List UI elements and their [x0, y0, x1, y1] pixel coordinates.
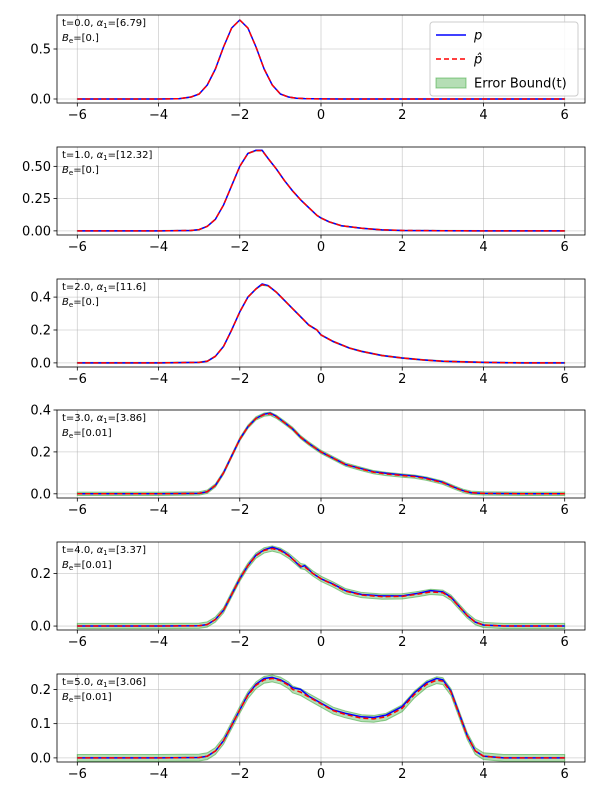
x-tick-label: 6 [561, 372, 569, 387]
x-tick-label: −6 [68, 767, 87, 782]
legend-entry-label: p̂ [473, 53, 482, 68]
legend-swatch-band [435, 77, 467, 89]
x-tick-label: 4 [479, 372, 487, 387]
x-tick-label: 6 [561, 503, 569, 518]
y-tick-label: 0.0 [30, 487, 51, 502]
x-tick-label: 0 [317, 503, 325, 518]
annotation-be: Be=[0.01] [62, 560, 112, 572]
annotation-be: Be=[0.] [62, 33, 99, 45]
x-tick-label: −6 [68, 635, 87, 650]
y-tick-label: 0.0 [30, 620, 51, 635]
x-tick-label: 2 [398, 108, 406, 123]
x-tick-label: −2 [230, 240, 249, 255]
x-tick-label: 6 [561, 108, 569, 123]
y-tick-label: 0.1 [30, 717, 51, 732]
series-phat-line [77, 19, 565, 100]
series-phat-line [77, 677, 565, 759]
legend: p p̂ Error Bound(t) [429, 21, 579, 97]
x-tick-label: 0 [317, 635, 325, 650]
y-tick-label: 0.50 [22, 160, 51, 175]
error-bound-band [76, 545, 566, 630]
subplot-6: −6 −4 −2 0 2 4 6 0.0 0.1 0.2 t=5.0, α1=[3.06] Be=[0… [30, 673, 586, 782]
annotation-be: Be=[0.] [62, 297, 99, 309]
x-tick-label: 2 [398, 635, 406, 650]
y-tick-label: 0.2 [30, 683, 51, 698]
x-tick-label: −4 [149, 503, 168, 518]
y-tick-label: 0.2 [30, 567, 51, 582]
y-tick-label: 0.4 [30, 291, 51, 306]
legend-entry-label: Error Bound(t) [474, 77, 567, 92]
annotation-time-alpha: t=1.0, α1=[12.32] [62, 150, 153, 162]
x-tick-label: −4 [149, 108, 168, 123]
annotation-be: Be=[0.01] [62, 428, 112, 440]
annotation-time-alpha: t=2.0, α1=[11.6] [62, 282, 146, 294]
x-tick-label: 2 [398, 240, 406, 255]
subplot-5: −6 −4 −2 0 2 4 6 0.0 0.2 t=4.0, α1=[3.37] Be=[0.01… [30, 541, 586, 650]
x-tick-label: −6 [68, 240, 87, 255]
x-tick-label: 4 [479, 767, 487, 782]
series-phat-line [77, 413, 565, 495]
x-tick-label: 6 [561, 635, 569, 650]
error-bound-band [76, 674, 566, 762]
y-tick-label: 0.00 [22, 224, 51, 239]
legend-box [429, 21, 579, 97]
x-tick-label: −2 [230, 372, 249, 387]
x-tick-label: −2 [230, 767, 249, 782]
annotation-time-alpha: t=5.0, α1=[3.06] [62, 677, 146, 689]
x-tick-label: −2 [230, 635, 249, 650]
x-tick-label: 0 [317, 240, 325, 255]
x-tick-label: −4 [149, 240, 168, 255]
series-phat-line [77, 547, 565, 627]
series-phat-line [77, 284, 565, 364]
annotation-time-alpha: t=3.0, α1=[3.86] [62, 413, 146, 425]
y-tick-label: 0.0 [30, 93, 51, 108]
subplot-4: −6 −4 −2 0 2 4 6 0.0 0.2 0.4 t=3.0, α1=[3.86] Be=[0… [30, 404, 586, 518]
x-tick-label: −6 [68, 372, 87, 387]
y-tick-label: 0.2 [30, 445, 51, 460]
x-tick-label: 0 [317, 372, 325, 387]
x-tick-label: −6 [68, 108, 87, 123]
annotation-be: Be=[0.01] [62, 692, 112, 704]
y-tick-label: 0.2 [30, 323, 51, 338]
annotation-time-alpha: t=4.0, α1=[3.37] [62, 545, 146, 557]
x-tick-label: −4 [149, 372, 168, 387]
x-tick-label: 4 [479, 503, 487, 518]
y-tick-label: 0.0 [30, 356, 51, 371]
x-tick-label: 2 [398, 767, 406, 782]
x-tick-label: 4 [479, 635, 487, 650]
y-tick-label: 0.25 [22, 192, 51, 207]
error-bound-band [76, 411, 566, 496]
annotation-time-alpha: t=0.0, α1=[6.79] [62, 18, 146, 30]
x-tick-label: 2 [398, 372, 406, 387]
x-tick-label: −4 [149, 767, 168, 782]
series-phat-line [77, 149, 565, 232]
annotation-be: Be=[0.] [62, 165, 99, 177]
legend-entry-label: p [473, 29, 482, 44]
y-tick-label: 0.0 [30, 751, 51, 766]
y-tick-label: 0.5 [30, 43, 51, 58]
subplot-3: −6 −4 −2 0 2 4 6 0.0 0.2 0.4 t=2.0, α1=[11.6] Be=[0… [30, 278, 586, 387]
x-tick-label: 2 [398, 503, 406, 518]
x-tick-label: 4 [479, 240, 487, 255]
x-tick-label: −2 [230, 108, 249, 123]
subplot-1: −6 −4 −2 0 2 4 6 0.0 0.5 t=0.0, α1=[6.79] Be=[0.] p… [30, 14, 586, 123]
x-tick-label: 6 [561, 240, 569, 255]
x-tick-label: 4 [479, 108, 487, 123]
x-tick-label: 0 [317, 767, 325, 782]
subplot-2: −6 −4 −2 0 2 4 6 0.00 0.25 0.50 t=1.0, α1=[12.32] B… [22, 146, 586, 255]
x-tick-label: −2 [230, 503, 249, 518]
x-tick-label: 0 [317, 108, 325, 123]
x-tick-label: −6 [68, 503, 87, 518]
x-tick-label: −4 [149, 635, 168, 650]
x-tick-label: 6 [561, 767, 569, 782]
y-tick-label: 0.4 [30, 404, 51, 419]
